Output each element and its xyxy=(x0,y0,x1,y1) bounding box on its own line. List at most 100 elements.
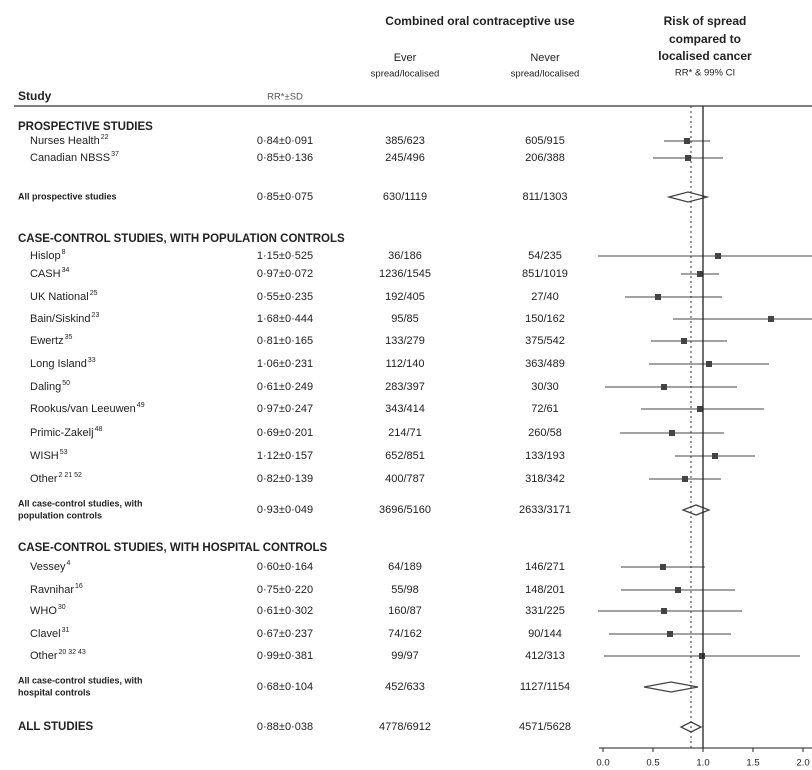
never-text: 605/915 xyxy=(525,135,565,147)
study-ref: 35 xyxy=(65,334,73,341)
rr-text: 0·85±0·136 xyxy=(257,152,313,164)
ever-text: 74/162 xyxy=(388,628,422,640)
study-ref: 16 xyxy=(75,583,83,590)
study-name: Bain/Siskind23 xyxy=(30,312,99,325)
ever-text: 99/97 xyxy=(391,650,419,662)
x-tick-label: 0.0 xyxy=(596,758,609,769)
ever-text: 452/633 xyxy=(385,681,425,693)
study-name: Ewertz35 xyxy=(30,334,73,347)
study-name: WHO30 xyxy=(30,604,66,617)
rr-text: 0·61±0·249 xyxy=(257,381,313,393)
ever-text: 400/787 xyxy=(385,473,425,485)
study-name: Daling50 xyxy=(30,380,70,393)
never-text: 318/342 xyxy=(525,473,565,485)
rr-text: 0·67±0·237 xyxy=(257,628,313,640)
never-text: 146/271 xyxy=(525,561,565,573)
study-label: Rookus/van Leeuwen xyxy=(30,403,136,415)
rr-text: 0·82±0·139 xyxy=(257,473,313,485)
never-text: 206/388 xyxy=(525,152,565,164)
never-text: 363/489 xyxy=(525,358,565,370)
study-name: Canadian NBSS37 xyxy=(30,151,119,164)
never-text: 4571/5628 xyxy=(519,721,571,733)
summary-label: All case-control studies, with xyxy=(18,498,143,508)
never-text: 27/40 xyxy=(531,291,559,303)
rr-header: RR*±SD xyxy=(267,92,303,103)
plot-area xyxy=(598,138,812,733)
never-header: Never xyxy=(530,52,560,64)
never-text: 260/58 xyxy=(528,427,562,439)
study-ref: 25 xyxy=(90,290,98,297)
group-title: Combined oral contraceptive use xyxy=(385,14,575,28)
rr-point xyxy=(661,384,667,390)
study-label: WISH xyxy=(30,450,59,462)
summary-diamond xyxy=(681,504,711,516)
ever-text: 36/186 xyxy=(388,250,422,262)
study-label: UK National xyxy=(30,291,89,303)
ever-text: 4778/6912 xyxy=(379,721,431,733)
summary-label: All case-control studies, with xyxy=(18,675,143,685)
study-ref: 4 xyxy=(66,560,70,567)
ever-subheader: spread/localised xyxy=(371,69,440,80)
rr-text: 0·61±0·302 xyxy=(257,605,313,617)
rr-point xyxy=(682,476,688,482)
rr-point xyxy=(712,453,718,459)
ever-text: 343/414 xyxy=(385,403,425,415)
ever-text: 192/405 xyxy=(385,291,425,303)
rr-text: 0·81±0·165 xyxy=(257,335,313,347)
never-text: 412/313 xyxy=(525,650,565,662)
study-label: Ewertz xyxy=(30,335,64,347)
ever-text: 3696/5160 xyxy=(379,504,431,516)
study-name: Vessey4 xyxy=(30,560,70,573)
never-text: 1127/1154 xyxy=(520,681,570,693)
never-text: 2633/3171 xyxy=(519,504,571,516)
summary-diamond xyxy=(666,191,710,203)
rr-text: 0·85±0·075 xyxy=(257,191,313,203)
risk-subheader: RR* & 99% CI xyxy=(675,68,735,79)
risk-header: localised cancer xyxy=(658,49,752,63)
study-ref: 30 xyxy=(58,604,66,611)
study-name: Other20 32 43 xyxy=(30,649,86,662)
summary-diamond xyxy=(643,681,699,693)
section-header: CASE-CONTROL STUDIES, WITH HOSPITAL CONT… xyxy=(18,542,328,554)
study-name: WISH53 xyxy=(30,449,68,462)
rr-point xyxy=(699,653,705,659)
ever-text: 160/87 xyxy=(388,605,422,617)
never-text: 331/225 xyxy=(525,605,565,617)
study-name: CASH34 xyxy=(30,267,69,280)
study-ref: 53 xyxy=(60,449,68,456)
never-text: 150/162 xyxy=(525,313,565,325)
study-label: Daling xyxy=(30,381,61,393)
study-ref: 34 xyxy=(62,267,70,274)
study-label: Nurses Health xyxy=(30,135,100,147)
x-tick-label: 0.5 xyxy=(646,758,659,769)
rr-point xyxy=(667,631,673,637)
study-name: Hislop8 xyxy=(30,249,66,262)
summary-label: ALL STUDIES xyxy=(18,721,94,733)
study-name: Primic-Zakelj48 xyxy=(30,426,102,439)
study-name: Other2 21 52 xyxy=(30,472,82,485)
ever-text: 283/397 xyxy=(385,381,425,393)
study-name: UK National25 xyxy=(30,290,98,303)
study-label: Canadian NBSS xyxy=(30,152,110,164)
rr-text: 0·99±0·381 xyxy=(257,650,313,662)
ever-text: 630/1119 xyxy=(383,191,427,203)
rr-point xyxy=(669,430,675,436)
rr-text: 0·97±0·247 xyxy=(257,403,313,415)
study-label: Primic-Zakelj xyxy=(30,427,94,439)
never-text: 811/1303 xyxy=(522,191,567,203)
study-name: Rookus/van Leeuwen49 xyxy=(30,402,145,415)
rr-text: 0·60±0·164 xyxy=(257,561,313,573)
study-ref: 8 xyxy=(62,249,66,256)
summary-label: hospital controls xyxy=(18,687,91,697)
study-label: Clavel xyxy=(30,628,61,640)
rr-text: 1·68±0·444 xyxy=(257,313,313,325)
rr-text: 0·88±0·038 xyxy=(257,721,313,733)
study-ref: 2 21 52 xyxy=(59,472,82,479)
rr-text: 1·12±0·157 xyxy=(257,450,313,462)
study-header: Study xyxy=(18,89,52,103)
section-header: CASE-CONTROL STUDIES, WITH POPULATION CO… xyxy=(18,233,345,245)
never-text: 72/61 xyxy=(531,403,559,415)
risk-header: compared to xyxy=(669,32,741,46)
never-text: 90/144 xyxy=(528,628,562,640)
